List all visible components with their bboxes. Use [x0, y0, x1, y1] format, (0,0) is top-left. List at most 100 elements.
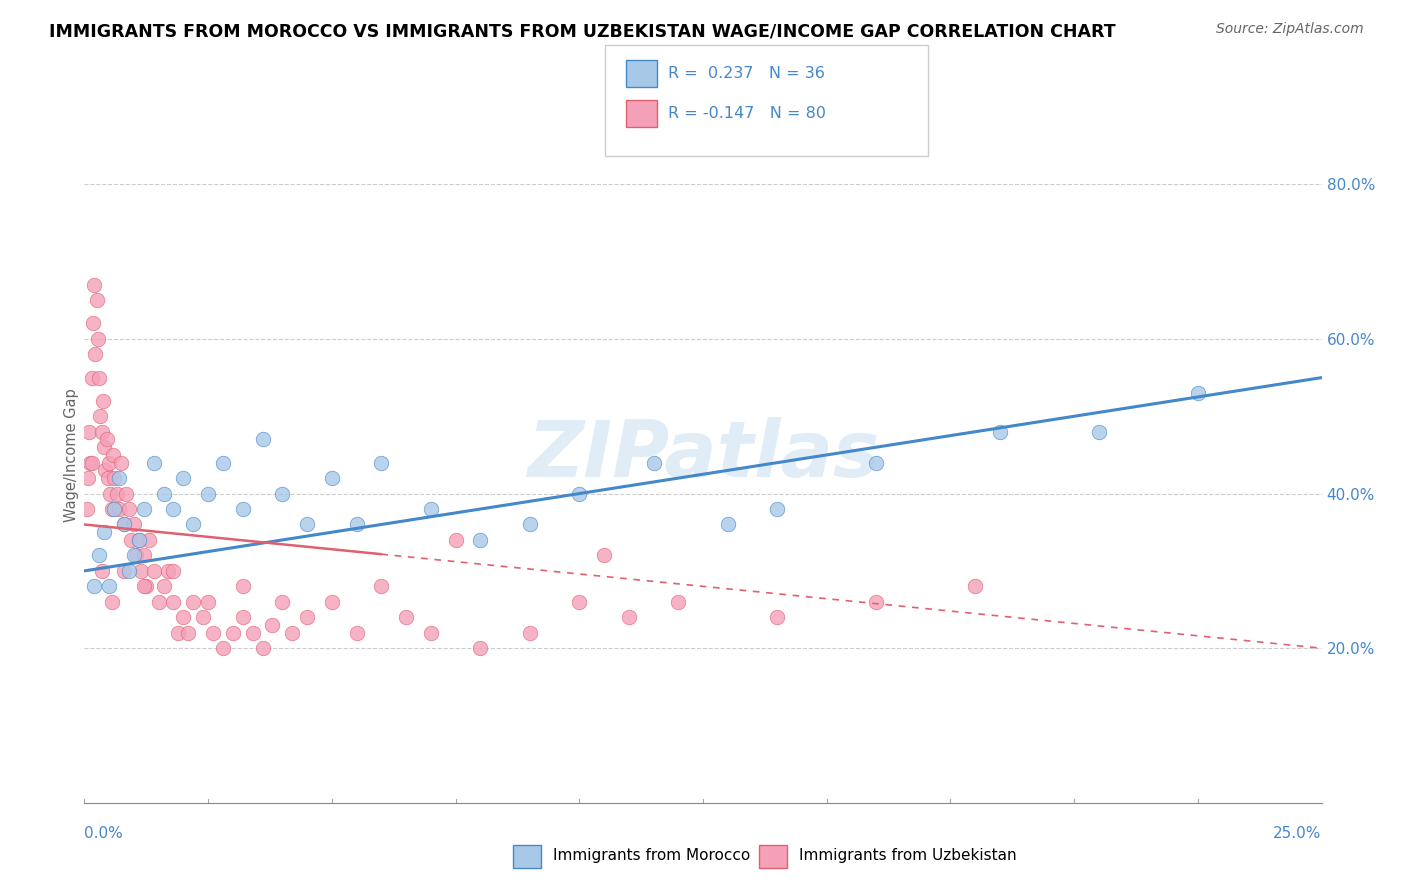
Point: [162, 564, 184, 578]
Point: [395, 610, 418, 624]
Point: [94, 463, 117, 477]
Point: [965, 579, 987, 593]
Text: ZIPatlas: ZIPatlas: [527, 417, 879, 493]
Point: [148, 595, 170, 609]
Point: [271, 595, 294, 609]
Text: Immigrants from Morocco: Immigrants from Morocco: [553, 848, 749, 863]
Point: [181, 517, 204, 532]
Point: [666, 595, 689, 609]
Point: [202, 625, 225, 640]
Point: [346, 517, 368, 532]
Point: [519, 625, 541, 640]
Point: [86, 293, 108, 308]
Point: [97, 471, 120, 485]
Point: [108, 471, 131, 485]
Point: [76, 502, 98, 516]
Point: [321, 471, 343, 485]
Text: R =  0.237   N = 36: R = 0.237 N = 36: [668, 66, 825, 80]
Point: [271, 486, 294, 500]
Point: [212, 641, 235, 656]
Point: [129, 564, 152, 578]
Point: [100, 502, 122, 516]
Point: [80, 456, 103, 470]
Point: [988, 425, 1011, 439]
Point: [470, 641, 492, 656]
Point: [470, 533, 492, 547]
Point: [100, 595, 122, 609]
Point: [120, 533, 142, 547]
Point: [89, 549, 111, 563]
Point: [105, 486, 128, 500]
Point: [617, 610, 640, 624]
Point: [177, 625, 200, 640]
Point: [96, 433, 118, 447]
Point: [128, 533, 150, 547]
Point: [865, 456, 887, 470]
Point: [93, 440, 115, 454]
Point: [172, 610, 194, 624]
Point: [212, 456, 235, 470]
Point: [82, 317, 104, 331]
Text: 0.0%: 0.0%: [84, 826, 124, 840]
Point: [132, 549, 155, 563]
Point: [83, 277, 105, 292]
Point: [112, 517, 135, 532]
Point: [152, 486, 174, 500]
Point: [89, 409, 111, 424]
Point: [191, 610, 214, 624]
Point: [643, 456, 665, 470]
Point: [101, 448, 124, 462]
Point: [519, 517, 541, 532]
Text: Immigrants from Uzbekistan: Immigrants from Uzbekistan: [799, 848, 1017, 863]
Point: [142, 456, 165, 470]
Point: [232, 610, 254, 624]
Text: IMMIGRANTS FROM MOROCCO VS IMMIGRANTS FROM UZBEKISTAN WAGE/INCOME GAP CORRELATIO: IMMIGRANTS FROM MOROCCO VS IMMIGRANTS FR…: [49, 22, 1116, 40]
Point: [346, 625, 368, 640]
Point: [135, 579, 157, 593]
Point: [91, 393, 114, 408]
Point: [84, 347, 107, 361]
Text: R = -0.147   N = 80: R = -0.147 N = 80: [668, 106, 825, 120]
Point: [1088, 425, 1111, 439]
Point: [162, 502, 184, 516]
Point: [77, 471, 100, 485]
Point: [321, 595, 343, 609]
Point: [162, 595, 184, 609]
Point: [593, 549, 616, 563]
Point: [79, 425, 101, 439]
Point: [197, 486, 219, 500]
Point: [125, 549, 148, 563]
Point: [766, 502, 789, 516]
Point: [83, 579, 105, 593]
Point: [89, 370, 111, 384]
Point: [232, 502, 254, 516]
Point: [370, 456, 392, 470]
Point: [568, 595, 591, 609]
Point: [197, 595, 219, 609]
Point: [103, 502, 125, 516]
Point: [152, 579, 174, 593]
Point: [87, 332, 110, 346]
Point: [103, 471, 125, 485]
Point: [262, 618, 284, 632]
Text: Source: ZipAtlas.com: Source: ZipAtlas.com: [1216, 22, 1364, 37]
Point: [232, 579, 254, 593]
Point: [128, 533, 150, 547]
Point: [122, 517, 145, 532]
Point: [370, 579, 392, 593]
Point: [172, 471, 194, 485]
Point: [132, 579, 155, 593]
Point: [419, 502, 441, 516]
Point: [865, 595, 887, 609]
Point: [98, 486, 121, 500]
Point: [138, 533, 160, 547]
Point: [93, 525, 115, 540]
Point: [98, 456, 121, 470]
Point: [122, 549, 145, 563]
Point: [80, 370, 103, 384]
Point: [90, 564, 112, 578]
Point: [252, 641, 274, 656]
Point: [118, 564, 141, 578]
Point: [766, 610, 789, 624]
Point: [295, 610, 318, 624]
